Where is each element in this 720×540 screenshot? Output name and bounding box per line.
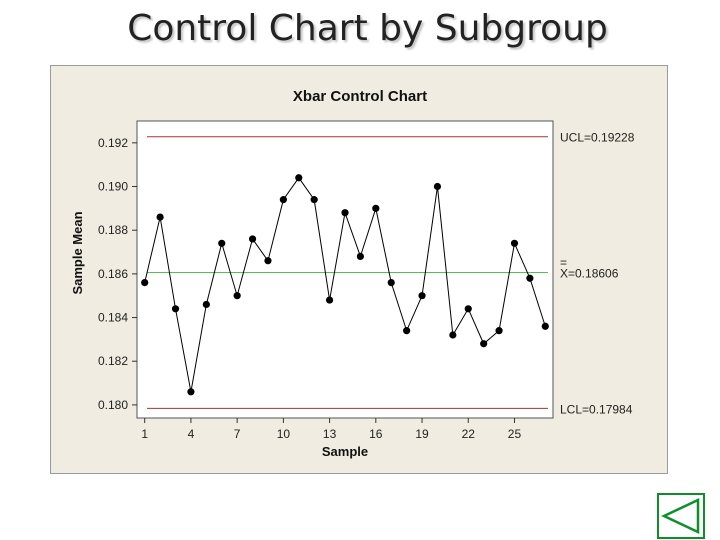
- sample-mean-point: [248, 235, 257, 243]
- y-tick-label: 0.182: [98, 354, 128, 368]
- sample-mean-point: [433, 182, 442, 191]
- xbar-control-chart: Xbar Control Chart Sample Mean Sample 0.…: [50, 65, 668, 474]
- sample-mean-point: [141, 279, 149, 287]
- back-nav-button[interactable]: [657, 493, 705, 539]
- x-tick-label: 25: [508, 427, 522, 441]
- y-axis-label: Sample Mean: [70, 211, 85, 294]
- sample-mean-point: [310, 196, 318, 204]
- xbar-overline-mark: =: [560, 256, 567, 270]
- y-tick-label: 0.190: [98, 180, 128, 194]
- x-axis-label: Sample: [322, 444, 368, 459]
- plot-area: [136, 120, 554, 419]
- chart-svg: Xbar Control Chart Sample Mean Sample 0.…: [70, 88, 635, 459]
- sample-mean-point: [387, 279, 395, 287]
- sample-mean-point: [541, 322, 549, 330]
- x-tick-label: 22: [462, 427, 476, 441]
- sample-mean-point: [495, 327, 503, 335]
- sample-mean-point: [356, 252, 365, 260]
- control-limit-lines: [147, 136, 548, 409]
- sample-mean-point: [233, 292, 241, 300]
- x-axis-ticks: 1 4 7 10 13 16 19 22 25: [141, 418, 521, 441]
- y-tick-label: 0.188: [98, 223, 128, 237]
- control-limit-labels: UCL=0.19228 X=0.18606= LCL=0.17984: [560, 131, 635, 417]
- sample-mean-point: [526, 274, 534, 282]
- sample-mean-point: [418, 292, 426, 300]
- sample-mean-point: [510, 239, 519, 247]
- chart-title: Xbar Control Chart: [293, 88, 427, 105]
- y-tick-label: 0.192: [98, 136, 128, 150]
- sample-mean-point: [187, 388, 195, 396]
- sample-mean-point: [325, 296, 334, 304]
- sample-mean-point: [464, 305, 472, 313]
- control-limit-label: LCL=0.17984: [560, 402, 633, 416]
- sample-mean-point: [341, 209, 349, 217]
- sample-mean-point: [202, 300, 210, 309]
- back-triangle-icon: [661, 498, 700, 534]
- series-layer: [141, 174, 549, 396]
- sample-mean-point: [372, 204, 380, 212]
- sample-mean-point: [279, 196, 287, 204]
- sample-mean-point: [295, 174, 303, 182]
- sample-mean-point: [218, 239, 226, 247]
- control-limit-label: X=0.18606: [560, 267, 619, 281]
- x-tick-label: 19: [415, 427, 429, 441]
- sample-mean-point: [264, 257, 272, 265]
- sample-mean-point: [403, 327, 411, 335]
- y-tick-label: 0.186: [98, 267, 128, 281]
- x-tick-label: 13: [323, 427, 337, 441]
- y-tick-label: 0.184: [98, 311, 128, 325]
- control-limit-label: UCL=0.19228: [560, 131, 635, 145]
- sample-mean-point: [171, 305, 180, 313]
- x-tick-label: 1: [141, 427, 148, 441]
- x-tick-label: 10: [277, 427, 291, 441]
- x-tick-label: 16: [369, 427, 383, 441]
- sample-mean-point: [156, 213, 164, 221]
- y-axis-ticks: 0.180 0.182 0.184 0.186 0.188 0.190 0.192: [98, 136, 137, 412]
- x-tick-label: 4: [188, 427, 195, 441]
- y-tick-label: 0.180: [98, 398, 128, 412]
- sample-mean-point: [449, 331, 457, 339]
- x-tick-label: 7: [234, 427, 241, 441]
- sample-mean-point: [480, 340, 488, 348]
- slide-title: Control Chart by Subgroup: [127, 8, 608, 49]
